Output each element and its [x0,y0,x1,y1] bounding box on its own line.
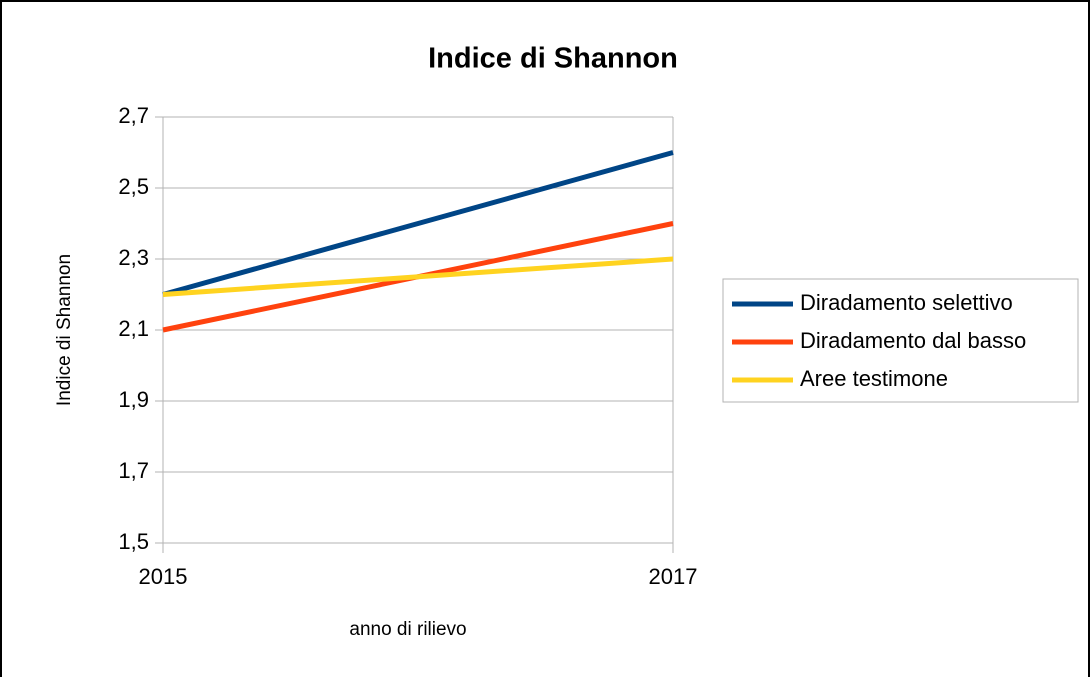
chart-title: Indice di Shannon [428,43,678,75]
y-tick-label: 2,1 [118,316,149,341]
legend-label: Diradamento selettivo [800,290,1013,315]
y-tick-label: 2,7 [118,103,149,128]
y-tick-label: 1,9 [118,387,149,412]
x-tick-label: 2015 [139,564,188,589]
series-line [162,150,674,297]
legend-label: Aree testimone [800,366,948,391]
legend-label: Diradamento dal basso [800,328,1026,353]
y-tick-label: 2,3 [118,245,149,270]
y-tick-label: 1,5 [118,529,149,554]
y-tick-label: 1,7 [118,458,149,483]
x-axis-label: anno di rilievo [349,619,466,640]
series-line [162,256,674,297]
y-tick-label: 2,5 [118,174,149,199]
x-tick-label: 2017 [649,564,698,589]
y-axis-label: Indice di Shannon [54,254,75,406]
